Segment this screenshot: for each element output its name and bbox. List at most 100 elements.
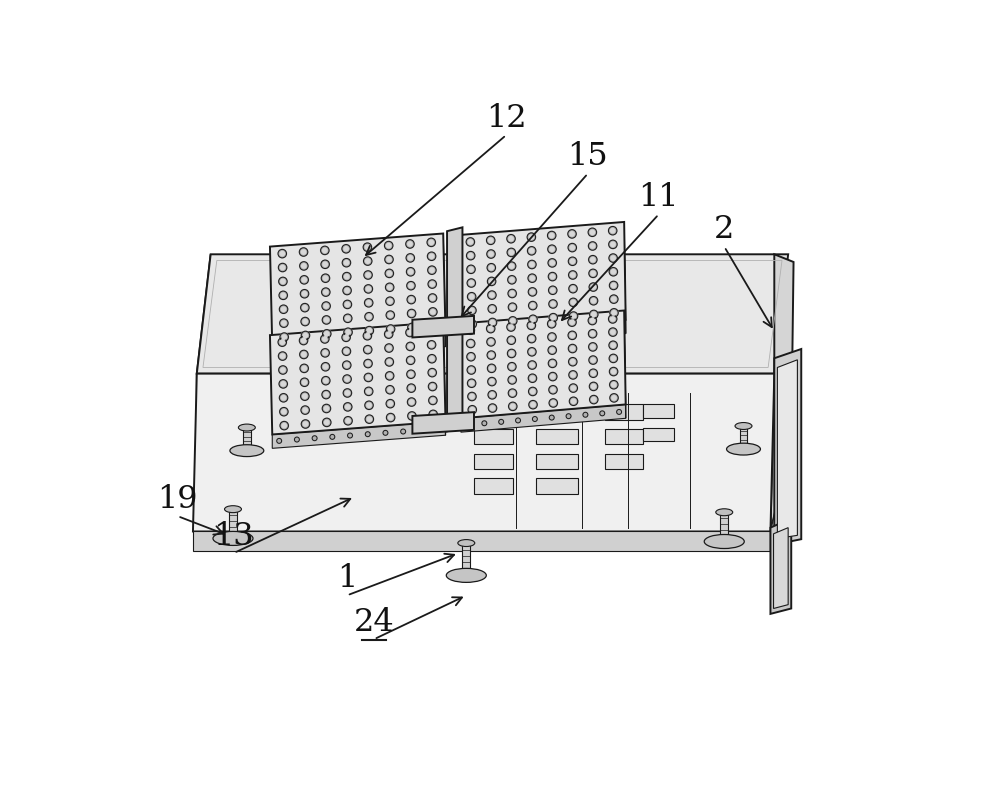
Circle shape: [489, 266, 493, 271]
Circle shape: [418, 340, 423, 345]
Circle shape: [550, 261, 554, 266]
Circle shape: [385, 345, 393, 353]
Circle shape: [571, 287, 575, 291]
Circle shape: [436, 427, 441, 431]
Circle shape: [516, 333, 520, 338]
Circle shape: [611, 243, 615, 247]
Circle shape: [466, 238, 475, 247]
Circle shape: [548, 360, 557, 368]
Circle shape: [345, 392, 350, 396]
Circle shape: [489, 252, 493, 257]
Text: 24: 24: [354, 607, 394, 637]
Polygon shape: [643, 405, 674, 418]
Circle shape: [301, 318, 309, 326]
Circle shape: [410, 414, 414, 418]
Circle shape: [418, 428, 423, 433]
Ellipse shape: [716, 509, 733, 516]
Polygon shape: [536, 405, 578, 420]
Circle shape: [365, 344, 370, 349]
Circle shape: [280, 422, 288, 431]
Circle shape: [302, 278, 306, 282]
Circle shape: [386, 386, 394, 394]
Ellipse shape: [213, 532, 253, 546]
Circle shape: [488, 319, 497, 328]
Circle shape: [431, 413, 435, 417]
Circle shape: [531, 403, 535, 407]
Circle shape: [324, 407, 329, 411]
Circle shape: [569, 384, 578, 393]
Circle shape: [408, 242, 412, 247]
Circle shape: [591, 371, 595, 376]
Circle shape: [469, 368, 473, 373]
Circle shape: [530, 290, 535, 294]
Circle shape: [428, 294, 437, 303]
Polygon shape: [605, 454, 643, 470]
Circle shape: [466, 340, 475, 348]
Circle shape: [568, 319, 576, 327]
Circle shape: [279, 380, 287, 388]
Circle shape: [302, 353, 306, 357]
Circle shape: [323, 418, 331, 427]
Polygon shape: [536, 454, 578, 470]
Circle shape: [386, 400, 395, 409]
Circle shape: [342, 260, 351, 268]
Text: 19: 19: [157, 483, 198, 514]
Circle shape: [591, 285, 595, 290]
Polygon shape: [770, 519, 791, 614]
Ellipse shape: [458, 540, 475, 547]
Circle shape: [609, 354, 618, 363]
Circle shape: [301, 406, 309, 414]
Circle shape: [383, 431, 388, 436]
Circle shape: [409, 298, 413, 303]
Polygon shape: [536, 430, 578, 445]
Circle shape: [367, 404, 371, 408]
Circle shape: [410, 326, 414, 330]
Circle shape: [348, 434, 352, 439]
Circle shape: [301, 420, 310, 429]
Circle shape: [428, 383, 437, 391]
Circle shape: [386, 414, 395, 423]
Circle shape: [530, 376, 535, 381]
Circle shape: [277, 350, 282, 355]
Circle shape: [324, 379, 328, 384]
Circle shape: [589, 297, 598, 306]
Circle shape: [529, 337, 534, 341]
Circle shape: [388, 374, 392, 379]
Circle shape: [323, 351, 327, 355]
Circle shape: [487, 351, 496, 360]
Circle shape: [570, 334, 574, 338]
Circle shape: [324, 304, 328, 309]
Circle shape: [303, 409, 307, 413]
Circle shape: [489, 327, 493, 332]
Text: 12: 12: [486, 102, 527, 134]
Polygon shape: [443, 323, 446, 436]
Circle shape: [569, 397, 578, 406]
Circle shape: [427, 341, 436, 350]
Circle shape: [617, 325, 622, 330]
Polygon shape: [461, 320, 626, 347]
Circle shape: [365, 401, 373, 410]
Polygon shape: [624, 223, 626, 334]
Circle shape: [592, 398, 596, 402]
Circle shape: [303, 306, 307, 311]
Circle shape: [610, 394, 618, 402]
Circle shape: [300, 290, 309, 298]
Circle shape: [528, 275, 536, 283]
Circle shape: [409, 312, 414, 316]
Circle shape: [408, 270, 413, 275]
Circle shape: [367, 329, 371, 333]
Circle shape: [530, 263, 534, 268]
Circle shape: [321, 350, 329, 358]
Circle shape: [486, 237, 495, 245]
Circle shape: [529, 302, 537, 311]
Circle shape: [470, 323, 474, 327]
Circle shape: [591, 258, 595, 263]
Circle shape: [346, 419, 350, 423]
Circle shape: [387, 258, 391, 262]
Circle shape: [589, 383, 598, 391]
Ellipse shape: [225, 506, 241, 513]
Circle shape: [499, 335, 504, 340]
Circle shape: [428, 281, 436, 289]
Circle shape: [385, 358, 394, 367]
Circle shape: [528, 261, 536, 269]
